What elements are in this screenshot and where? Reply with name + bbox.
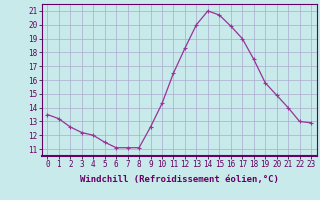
X-axis label: Windchill (Refroidissement éolien,°C): Windchill (Refroidissement éolien,°C) <box>80 175 279 184</box>
